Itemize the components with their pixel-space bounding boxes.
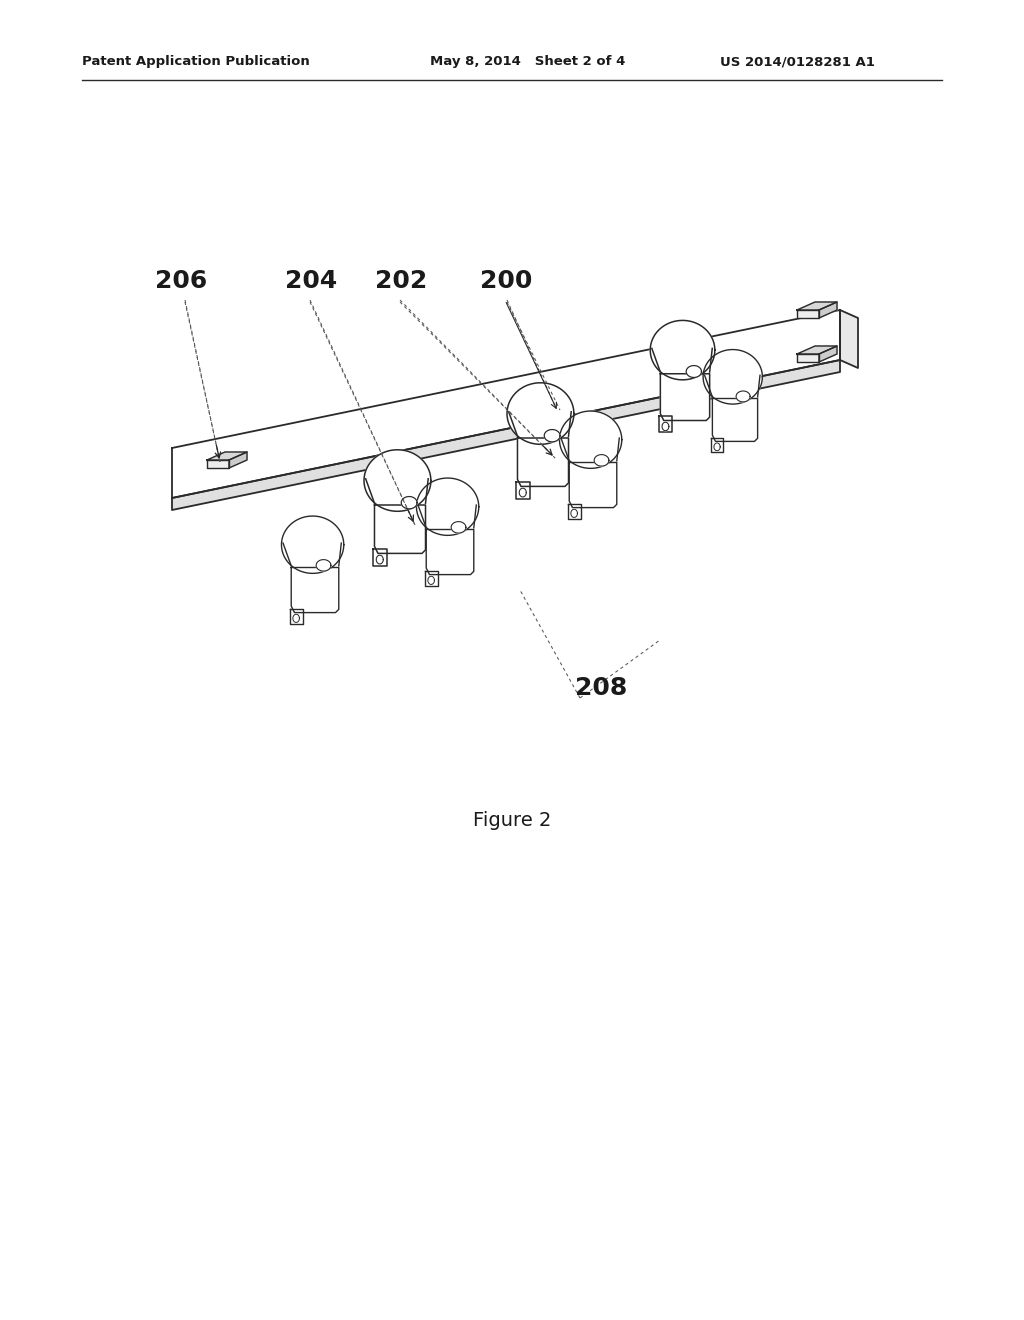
Polygon shape [686,366,701,378]
Polygon shape [507,383,573,445]
Polygon shape [401,496,417,508]
Polygon shape [293,614,299,623]
Polygon shape [545,429,560,442]
Text: 202: 202 [375,269,427,293]
Text: 208: 208 [575,676,628,700]
Polygon shape [559,411,622,469]
Polygon shape [516,482,529,499]
Polygon shape [425,570,437,586]
Polygon shape [570,510,578,517]
Text: Figure 2: Figure 2 [473,810,551,829]
Polygon shape [797,346,837,354]
Polygon shape [711,437,723,453]
Polygon shape [229,451,247,469]
Text: 204: 204 [285,269,337,293]
Polygon shape [569,462,616,508]
Text: US 2014/0128281 A1: US 2014/0128281 A1 [720,55,874,69]
Polygon shape [703,350,763,404]
Polygon shape [452,521,466,533]
Polygon shape [316,560,331,572]
Polygon shape [660,374,710,421]
Polygon shape [365,450,431,511]
Polygon shape [594,454,609,466]
Polygon shape [736,391,751,401]
Polygon shape [650,321,715,380]
Polygon shape [291,568,339,612]
Polygon shape [819,302,837,318]
Polygon shape [713,399,758,441]
Polygon shape [207,451,247,459]
Polygon shape [797,302,837,310]
Polygon shape [172,310,840,498]
Polygon shape [375,506,426,553]
Text: Patent Application Publication: Patent Application Publication [82,55,309,69]
Polygon shape [373,549,387,566]
Polygon shape [290,609,303,624]
Text: 200: 200 [480,269,532,293]
Polygon shape [376,556,383,564]
Polygon shape [426,529,474,574]
Polygon shape [172,360,840,510]
Polygon shape [519,488,526,496]
Polygon shape [840,310,858,368]
Polygon shape [282,516,344,573]
Polygon shape [663,422,669,430]
Polygon shape [567,503,581,519]
Polygon shape [658,416,672,433]
Polygon shape [797,310,819,318]
Polygon shape [428,577,434,585]
Text: May 8, 2014   Sheet 2 of 4: May 8, 2014 Sheet 2 of 4 [430,55,626,69]
Text: 206: 206 [155,269,207,293]
Polygon shape [819,346,837,362]
Polygon shape [797,354,819,362]
Polygon shape [417,478,479,536]
Polygon shape [207,459,229,469]
Polygon shape [714,444,720,450]
Polygon shape [517,438,568,486]
